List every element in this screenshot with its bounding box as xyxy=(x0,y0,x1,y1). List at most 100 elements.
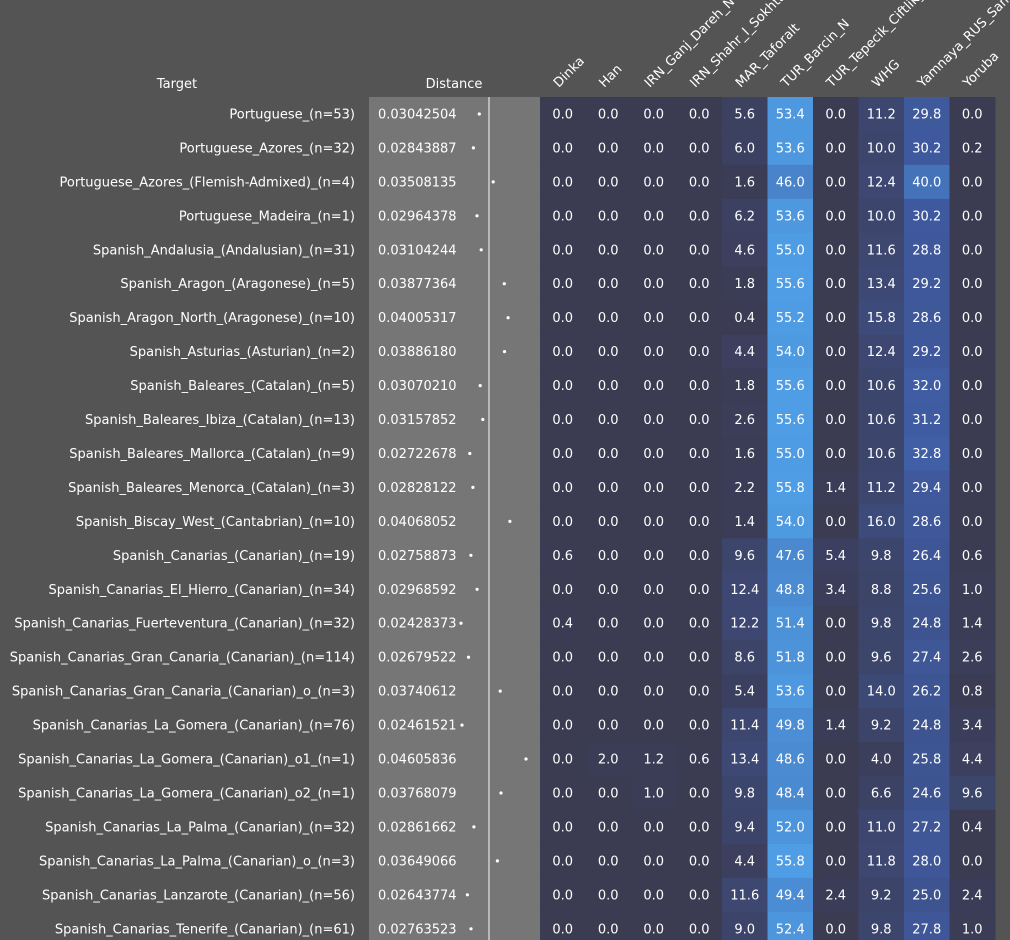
cell-value: 0.0 xyxy=(825,854,846,869)
heatmap-cell xyxy=(722,334,768,370)
heatmap-cell xyxy=(676,776,723,811)
target-header: Target xyxy=(156,77,197,92)
heatmap-cell xyxy=(767,708,814,743)
heatmap-cell xyxy=(813,436,859,471)
heatmap-cell xyxy=(585,572,632,607)
cell-value: 0.0 xyxy=(598,922,619,937)
cell-value: 0.0 xyxy=(962,379,983,394)
cell-value: 0.0 xyxy=(962,413,983,428)
cell-value: 0.0 xyxy=(689,107,710,122)
heatmap-cell xyxy=(858,843,905,879)
heatmap-cell xyxy=(767,572,814,607)
heatmap-cell xyxy=(904,809,950,845)
cell-value: 0.0 xyxy=(962,243,983,258)
heatmap-cell xyxy=(676,232,723,268)
distance-dot xyxy=(478,384,482,388)
cell-value: 5.4 xyxy=(825,549,846,564)
heatmap-cell xyxy=(540,538,586,573)
heatmap-cell xyxy=(858,436,905,471)
cell-value: 55.0 xyxy=(776,447,805,462)
heatmap-cell xyxy=(676,640,723,675)
heatmap-cell xyxy=(631,368,677,404)
heatmap-cell xyxy=(631,198,677,234)
heatmap-cell xyxy=(904,97,950,132)
cell-value: 10.6 xyxy=(867,413,896,428)
heatmap-cell xyxy=(585,198,632,234)
heatmap-cell xyxy=(949,300,996,336)
heatmap-cell xyxy=(813,843,859,879)
cell-value: 0.0 xyxy=(962,311,983,326)
heatmap-cell xyxy=(585,334,632,370)
cell-value: 40.0 xyxy=(912,175,941,190)
row-target-label: Spanish_Canarias_Gran_Canaria_(Canarian)… xyxy=(12,685,355,700)
row-distance-value: 0.03740612 xyxy=(378,685,457,700)
cell-value: 0.0 xyxy=(552,243,573,258)
cell-value: 12.4 xyxy=(867,175,896,190)
cell-value: 0.0 xyxy=(643,481,664,496)
heatmap-cell xyxy=(813,742,859,777)
cell-value: 55.0 xyxy=(776,243,805,258)
heatmap-cell xyxy=(722,402,768,437)
heatmap-cell xyxy=(904,368,950,404)
cell-value: 0.0 xyxy=(552,854,573,869)
column-header: WHG xyxy=(869,57,903,91)
cell-value: 53.6 xyxy=(776,685,805,700)
heatmap-cell xyxy=(858,198,905,234)
heatmap-cell xyxy=(676,504,723,539)
heatmap-cell xyxy=(767,334,814,370)
row-target-label: Spanish_Baleares_Mallorca_(Catalan)_(n=9… xyxy=(69,447,355,462)
cell-value: 0.0 xyxy=(552,820,573,835)
heatmap-cell xyxy=(722,911,768,940)
heatmap-cell xyxy=(722,300,768,336)
heatmap-cell xyxy=(858,674,905,709)
heatmap-cell xyxy=(904,164,950,200)
cell-value: 0.0 xyxy=(962,277,983,292)
heatmap-cell xyxy=(676,538,723,573)
cell-value: 9.6 xyxy=(962,786,983,801)
heatmap-cell xyxy=(813,911,859,940)
heatmap-cell xyxy=(722,368,768,404)
heatmap-cell xyxy=(540,674,586,709)
heatmap-cell xyxy=(813,640,859,675)
heatmap-cell xyxy=(540,708,586,743)
cell-value: 4.0 xyxy=(871,753,892,768)
heatmap-cell xyxy=(722,97,768,132)
heatmap-cell xyxy=(722,164,768,200)
heatmap-cell xyxy=(949,130,996,166)
heatmap-cell xyxy=(949,776,996,811)
cell-value: 24.6 xyxy=(912,786,941,801)
row-target-label: Portuguese_(n=53) xyxy=(229,107,355,122)
row-target-label: Spanish_Canarias_(Canarian)_(n=19) xyxy=(113,549,355,564)
heatmap-cell xyxy=(767,97,814,132)
cell-value: 3.4 xyxy=(962,719,983,734)
heatmap-cell xyxy=(904,300,950,336)
cell-value: 0.0 xyxy=(598,175,619,190)
cell-value: 0.0 xyxy=(598,277,619,292)
heatmap-cell xyxy=(813,708,859,743)
cell-value: 0.0 xyxy=(552,515,573,530)
cell-value: 0.0 xyxy=(643,922,664,937)
heatmap-cell xyxy=(904,504,950,539)
cell-value: 0.0 xyxy=(689,922,710,937)
heatmap-cell xyxy=(585,640,632,675)
heatmap-cell xyxy=(676,708,723,743)
heatmap-cell xyxy=(631,843,677,879)
cell-value: 27.4 xyxy=(912,651,941,666)
heatmap-cell xyxy=(676,266,723,302)
cell-value: 0.0 xyxy=(689,685,710,700)
cell-value: 0.0 xyxy=(962,175,983,190)
heatmap-cell xyxy=(767,504,814,539)
cell-value: 1.0 xyxy=(962,583,983,598)
distance-dot xyxy=(475,587,479,591)
cell-value: 0.6 xyxy=(552,549,573,564)
heatmap-cell xyxy=(858,232,905,268)
cell-value: 32.0 xyxy=(912,379,941,394)
cell-value: 0.0 xyxy=(552,311,573,326)
cell-value: 28.6 xyxy=(912,311,941,326)
heatmap-cell xyxy=(767,674,814,709)
heatmap-cell xyxy=(813,130,859,166)
distance-dot xyxy=(498,689,502,693)
cell-value: 11.6 xyxy=(867,243,896,258)
heatmap-cell xyxy=(631,640,677,675)
